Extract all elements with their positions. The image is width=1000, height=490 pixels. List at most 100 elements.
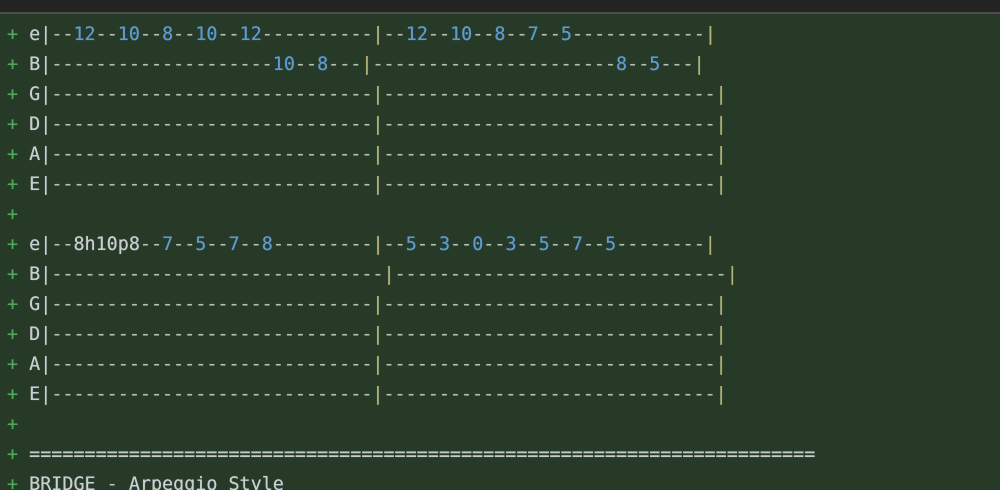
- diff-add-marker: +: [7, 54, 19, 75]
- tab-text: [18, 264, 29, 285]
- tab-dash-run: ------------------------------: [383, 174, 716, 195]
- tab-text: [118, 474, 129, 490]
- tab-dash-run: --: [95, 24, 118, 45]
- tab-dash-run: --------------------: [51, 54, 273, 75]
- tab-text: [18, 444, 29, 465]
- measure-bar: |: [372, 114, 384, 135]
- tab-dash-run: --: [173, 24, 196, 45]
- tab-text: A: [29, 144, 41, 165]
- tab-text: |: [40, 264, 52, 285]
- tab-text: |: [40, 324, 52, 345]
- window-top-bar: [0, 0, 1000, 14]
- tab-dash-run: --------: [616, 234, 705, 255]
- tab-dash-run: --: [416, 234, 439, 255]
- tab-dash-run: ------------------------------: [383, 144, 716, 165]
- measure-bar: |: [715, 384, 727, 405]
- tab-text: [18, 294, 29, 315]
- tab-text: E: [29, 384, 41, 405]
- fret-number: 5: [560, 24, 572, 45]
- tab-text: e: [29, 24, 41, 45]
- tab-text: Style: [228, 474, 284, 490]
- tab-dash-run: --: [239, 234, 262, 255]
- measure-bar: |: [726, 264, 738, 285]
- fret-number: 12: [239, 24, 262, 45]
- diff-add-marker: +: [7, 294, 19, 315]
- fret-number: 8: [494, 24, 506, 45]
- tab-text: B: [29, 54, 41, 75]
- tab-text: |: [40, 174, 52, 195]
- tab-text: [18, 54, 29, 75]
- measure-bar: |: [715, 144, 727, 165]
- tab-text: [18, 474, 29, 490]
- tab-dash-run: --: [627, 54, 650, 75]
- diff-line: + D|-----------------------------|------…: [7, 110, 1000, 140]
- tab-dash-run: -----------------------------: [51, 144, 373, 165]
- tab-dash-run: -----------------------------: [51, 324, 373, 345]
- diff-line: + D|-----------------------------|------…: [7, 320, 1000, 350]
- fret-number: 8: [261, 234, 273, 255]
- measure-bar: |: [372, 174, 384, 195]
- measure-bar: |: [715, 114, 727, 135]
- diff-line: + e|--12--10--8--10--12----------|--12--…: [7, 20, 1000, 50]
- tab-text: |: [40, 294, 52, 315]
- fret-number: 5: [405, 234, 417, 255]
- tab-text: |: [40, 114, 52, 135]
- tab-text: [96, 474, 107, 490]
- tab-dash-run: -: [106, 474, 118, 490]
- tab-text: G: [29, 84, 41, 105]
- tab-text: |: [40, 54, 52, 75]
- fret-number: 10: [450, 24, 473, 45]
- measure-bar: |: [715, 354, 727, 375]
- measure-bar: |: [715, 324, 727, 345]
- tab-dash-run: --: [173, 234, 196, 255]
- tab-dash-run: --: [505, 24, 528, 45]
- tab-dash-run: ------------------------------: [383, 84, 716, 105]
- tab-dash-run: ------------------------------: [394, 264, 727, 285]
- fret-number: 12: [73, 24, 96, 45]
- tab-dash-run: --: [483, 234, 506, 255]
- diff-line: + A|-----------------------------|------…: [7, 140, 1000, 170]
- tab-text: D: [29, 114, 41, 135]
- fret-number: 0: [472, 234, 484, 255]
- fret-number: 5: [538, 234, 550, 255]
- measure-bar: |: [372, 144, 384, 165]
- tab-dash-run: --: [427, 24, 451, 45]
- diff-add-marker: +: [7, 144, 19, 165]
- fret-number: 10: [195, 24, 218, 45]
- diff-add-marker: +: [7, 384, 19, 405]
- fret-number: 8: [162, 24, 174, 45]
- tab-dash-run: ---------: [272, 234, 373, 255]
- tab-text: [18, 174, 29, 195]
- measure-bar: |: [383, 264, 395, 285]
- tab-text: |: [40, 84, 52, 105]
- diff-line: + G|-----------------------------|------…: [7, 290, 1000, 320]
- diff-line: + BRIDGE - Arpeggio Style: [7, 470, 1000, 490]
- tab-dash-run: --: [582, 234, 606, 255]
- measure-bar: |: [715, 84, 727, 105]
- measure-bar: |: [372, 234, 384, 255]
- tab-dash-run: -----------------------------: [51, 384, 373, 405]
- tab-text: |: [40, 354, 52, 375]
- section-divider: ========================================…: [29, 444, 816, 465]
- fret-number: 7: [527, 24, 539, 45]
- tab-text: E: [29, 174, 41, 195]
- tab-dash-run: ----------------------: [372, 54, 617, 75]
- tab-text: [18, 114, 29, 135]
- tab-text: |: [40, 144, 52, 165]
- diff-tab-content[interactable]: + e|--12--10--8--10--12----------|--12--…: [0, 14, 1000, 490]
- fret-number: 3: [505, 234, 517, 255]
- tab-dash-run: ------------------------------: [383, 294, 716, 315]
- tab-dash-run: --: [383, 234, 406, 255]
- tab-dash-run: ------------------------------: [383, 354, 716, 375]
- tab-dash-run: ---: [660, 54, 694, 75]
- tab-dash-run: ------------------------------: [383, 114, 716, 135]
- tab-text: [18, 384, 29, 405]
- tab-dash-run: --: [139, 24, 163, 45]
- fret-number: 10: [117, 24, 140, 45]
- tab-text: B: [29, 264, 41, 285]
- fret-number: 5: [649, 54, 661, 75]
- diff-add-marker: +: [7, 354, 19, 375]
- diff-line: + E|-----------------------------|------…: [7, 170, 1000, 200]
- tab-dash-run: -----------------------------: [51, 114, 373, 135]
